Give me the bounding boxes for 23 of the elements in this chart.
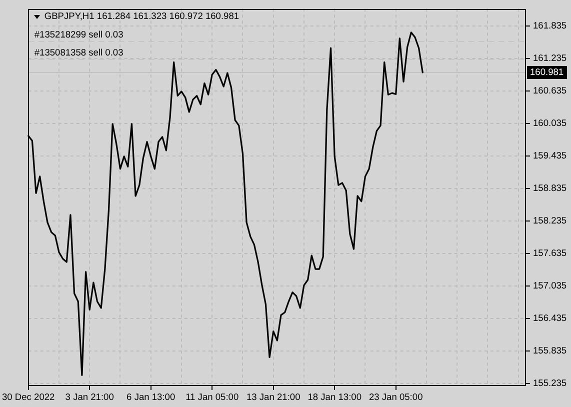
x-tick-label: 6 Jan 13:00 [126, 392, 176, 402]
chart-title: GBPJPY,H1 161.284 161.323 160.972 160.981 [44, 11, 240, 22]
x-tick-label: 3 Jan 21:00 [65, 392, 114, 402]
y-tick-label: 160.635 [533, 86, 567, 96]
y-tick-label: 159.435 [533, 150, 567, 161]
y-tick-label: 160.035 [533, 118, 567, 128]
y-tick-label: 155.235 [533, 378, 567, 388]
x-tick-label: 23 Jan 05:00 [368, 392, 423, 402]
y-tick-label: 156.435 [533, 313, 567, 324]
y-tick-label: 157.635 [533, 248, 567, 258]
x-tick-label: 11 Jan 05:00 [186, 392, 239, 402]
x-tick-label: 18 Jan 13:00 [308, 392, 362, 402]
y-tick-label: 155.835 [533, 346, 567, 356]
y-tick-label: 158.235 [533, 216, 567, 226]
y-tick-label: 157.035 [533, 280, 567, 291]
y-tick-label: 158.835 [533, 183, 567, 194]
y-tick-label: 161.835 [533, 20, 567, 31]
y-tick-label: 161.235 [533, 53, 567, 64]
x-tick-label: 13 Jan 21:00 [246, 392, 300, 402]
x-tick-label: 30 Dec 2022 [2, 392, 55, 402]
ref-line-label: #135081358 sell 0.03 [34, 48, 124, 58]
ref-line-label: 160.981 [530, 67, 564, 78]
ref-line-label: #135218299 sell 0.03 [34, 30, 124, 40]
